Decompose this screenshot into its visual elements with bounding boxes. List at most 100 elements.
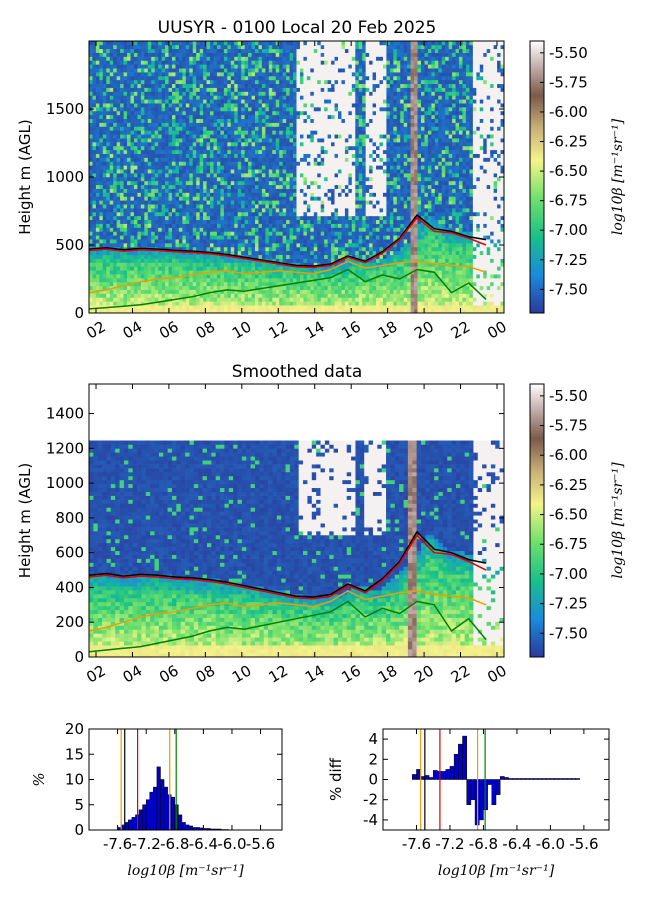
heat-cell xyxy=(282,266,287,271)
heat-cell xyxy=(289,192,294,197)
heat-cell xyxy=(310,289,315,294)
heat-cell xyxy=(293,309,297,314)
heat-cell xyxy=(296,68,301,73)
heat-cell xyxy=(95,41,100,46)
heat-cell xyxy=(216,110,221,116)
heat-cell xyxy=(255,118,259,123)
heat-cell xyxy=(258,138,263,143)
heat-cell xyxy=(99,64,104,69)
heat-cell xyxy=(289,110,294,116)
heat-cell xyxy=(189,196,194,201)
heat-cell xyxy=(137,297,142,302)
heat-cell xyxy=(178,107,183,112)
heat-cell xyxy=(147,41,152,46)
heat-cell xyxy=(279,293,283,298)
heat-cell xyxy=(230,149,235,154)
heat-cell xyxy=(165,153,169,158)
heat-cell xyxy=(317,239,322,244)
heat-cell xyxy=(168,239,173,244)
heat-cell xyxy=(255,274,259,279)
heat-cell xyxy=(303,79,308,85)
heat-cell xyxy=(168,184,173,189)
heat-cell xyxy=(151,48,156,53)
heat-cell xyxy=(89,44,93,50)
heat-cell xyxy=(324,83,328,88)
heat-cell xyxy=(282,177,287,182)
heat-cell xyxy=(102,211,107,217)
heat-cell xyxy=(192,227,197,232)
heat-cell xyxy=(306,79,311,85)
heat-cell xyxy=(109,235,114,240)
heat-cell xyxy=(102,134,107,139)
heat-cell xyxy=(230,126,235,131)
heat-cell xyxy=(216,99,221,104)
heat-cell xyxy=(241,110,245,116)
heat-cell xyxy=(175,99,180,104)
heat-cell xyxy=(320,41,325,46)
heat-cell xyxy=(161,169,166,174)
heat-cell xyxy=(279,258,283,263)
heat-cell xyxy=(92,130,97,135)
heat-cell xyxy=(89,60,93,65)
heat-cell xyxy=(106,161,111,166)
heat-cell xyxy=(213,188,218,193)
heat-cell xyxy=(230,142,235,147)
heat-cell xyxy=(165,87,169,92)
heat-cell xyxy=(199,75,204,81)
heat-cell xyxy=(161,184,166,189)
heat-cell xyxy=(109,208,114,213)
heat-cell xyxy=(241,188,245,193)
heat-cell xyxy=(168,142,173,147)
heat-cell xyxy=(161,297,166,302)
heat-cell xyxy=(185,231,190,236)
heat-cell xyxy=(272,145,277,151)
heat-cell xyxy=(286,188,290,193)
heat-cell xyxy=(189,188,194,193)
heat-cell xyxy=(317,235,322,240)
heat-cell xyxy=(306,223,311,228)
heat-cell xyxy=(317,87,322,92)
heat-cell xyxy=(92,281,97,287)
heat-cell xyxy=(206,266,211,271)
heat-cell xyxy=(299,103,304,108)
heat-cell xyxy=(109,138,114,143)
heat-cell xyxy=(168,188,173,193)
heat-cell xyxy=(303,95,308,100)
heat-cell xyxy=(234,41,239,46)
heat-cell xyxy=(127,145,131,151)
heat-cell xyxy=(223,243,228,248)
heat-cell xyxy=(244,118,249,123)
heat-cell xyxy=(258,188,263,193)
heat-cell xyxy=(244,262,249,267)
heat-cell xyxy=(165,75,169,81)
heat-cell xyxy=(120,180,124,186)
heat-cell xyxy=(196,83,200,88)
heat-cell xyxy=(293,75,297,81)
heat-cell xyxy=(293,266,297,271)
heat-cell xyxy=(213,262,218,267)
heat-cell xyxy=(113,281,117,287)
heat-cell xyxy=(133,126,138,131)
heat-cell xyxy=(303,215,308,221)
heat-cell xyxy=(113,169,117,174)
heat-cell xyxy=(192,262,197,267)
heat-cell xyxy=(113,110,117,116)
heat-cell xyxy=(286,285,290,290)
heat-cell xyxy=(92,107,97,112)
heat-cell xyxy=(216,79,221,85)
heat-cell xyxy=(133,52,138,57)
heat-cell xyxy=(324,208,328,213)
heat-cell xyxy=(206,289,211,294)
heat-cell xyxy=(313,231,318,236)
heat-cell xyxy=(92,258,97,263)
heat-cell xyxy=(227,192,232,197)
heat-cell xyxy=(293,200,297,205)
heat-cell xyxy=(331,153,335,158)
heat-cell xyxy=(331,243,335,248)
heat-cell xyxy=(255,281,259,287)
heat-cell xyxy=(234,52,239,57)
heat-cell xyxy=(182,281,187,287)
heat-cell xyxy=(185,60,190,65)
heat-cell xyxy=(220,270,225,275)
heat-cell xyxy=(289,278,294,283)
